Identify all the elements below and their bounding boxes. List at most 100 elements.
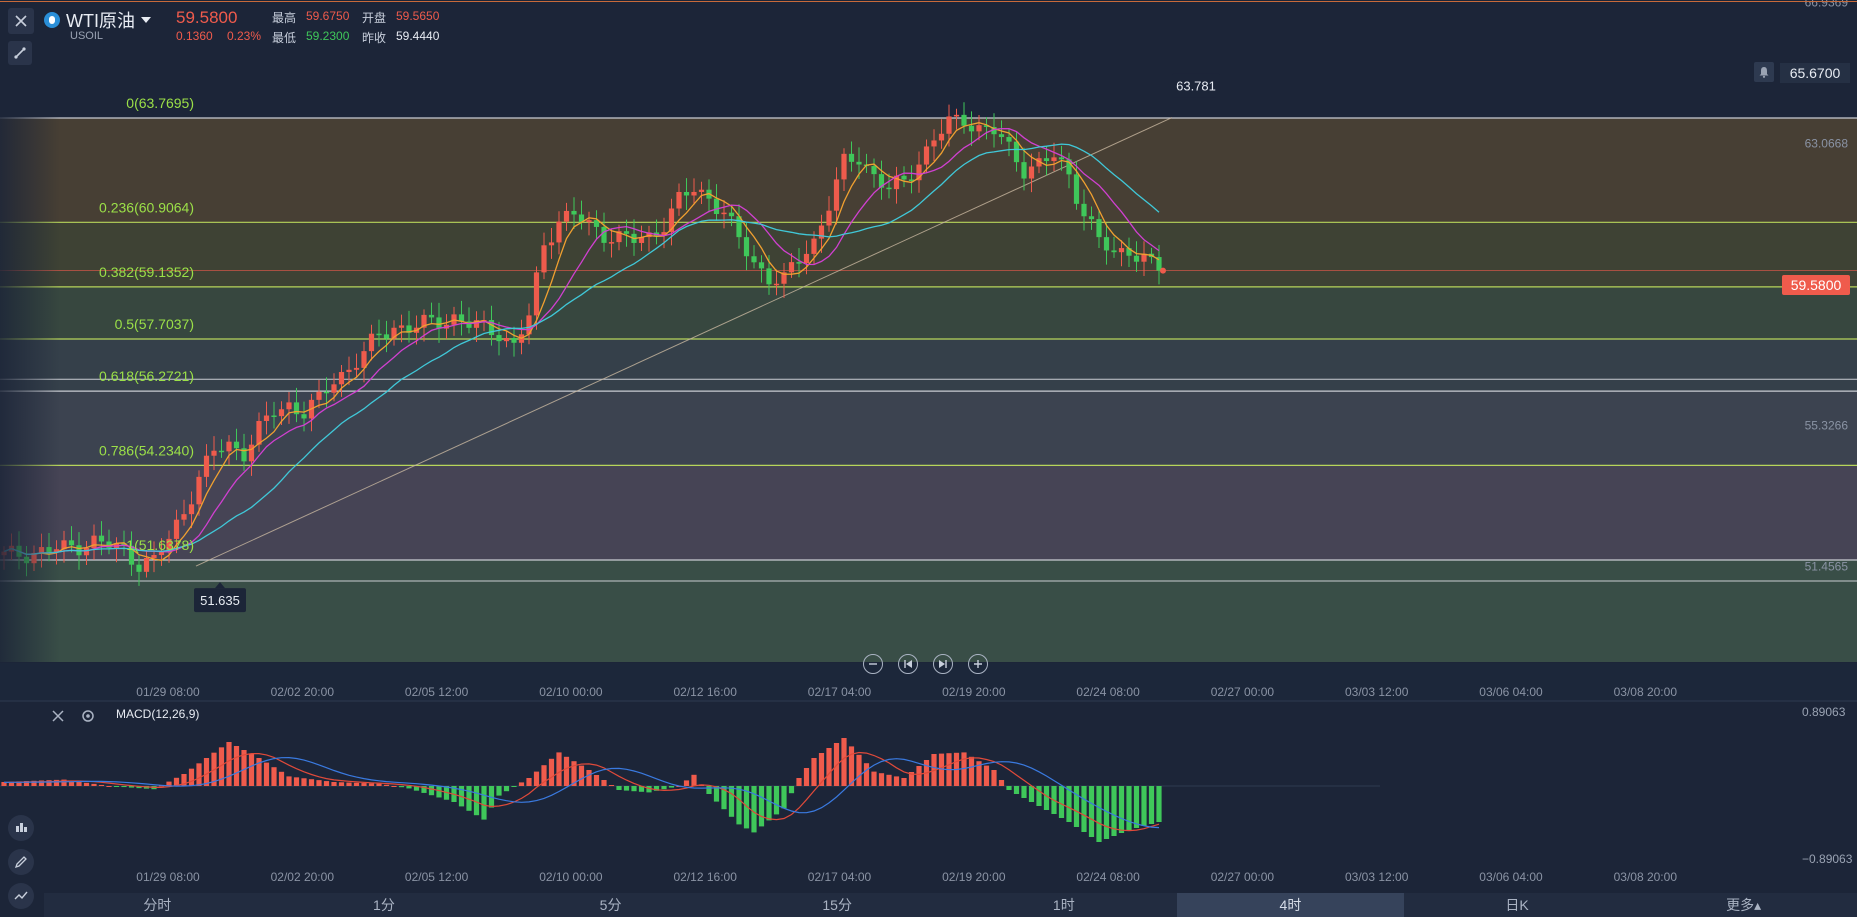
fib-band	[0, 222, 1857, 287]
macd-bar	[886, 774, 892, 786]
macd-dea-line	[3, 756, 1160, 829]
ma5-line	[3, 122, 1160, 561]
timeframe-tab[interactable]: 5分	[599, 897, 622, 913]
close-chart-button[interactable]	[8, 8, 34, 34]
macd-bar	[908, 772, 915, 786]
macd-bar	[436, 786, 442, 798]
macd-bar	[53, 779, 60, 786]
pen-tool-button[interactable]	[8, 849, 34, 875]
candle	[556, 211, 562, 255]
macd-bar	[1043, 786, 1050, 810]
macd-bar	[83, 782, 90, 786]
candle	[878, 160, 885, 200]
candle	[968, 111, 975, 146]
candle	[143, 549, 150, 578]
macd-bar	[248, 754, 255, 786]
candle	[436, 302, 442, 343]
macd-bar	[233, 746, 240, 786]
candle	[901, 166, 907, 188]
macd-bar	[841, 738, 847, 786]
macd-bar	[1081, 786, 1087, 832]
macd-bar	[901, 778, 907, 786]
line-chart-button[interactable]	[8, 883, 34, 909]
candle	[886, 173, 892, 199]
indicator-tool-button[interactable]	[8, 815, 34, 841]
macd-bar	[1096, 786, 1102, 842]
scroll-end-button[interactable]	[933, 654, 953, 674]
high-value: 59.6750	[306, 9, 350, 23]
timeframe-tab[interactable]: 15分	[822, 897, 852, 913]
instrument-title: WTI原油	[66, 11, 135, 31]
macd-bar	[46, 780, 52, 786]
scroll-start-button[interactable]	[898, 654, 918, 674]
candle	[383, 320, 390, 353]
macd-bar	[563, 756, 570, 786]
macd-bar	[271, 767, 277, 786]
candle	[1096, 210, 1102, 248]
macd-bar	[1013, 786, 1020, 794]
macd-bar	[136, 786, 142, 789]
candle	[398, 314, 405, 343]
gear-icon	[82, 710, 94, 722]
macd-bar	[653, 786, 660, 791]
candle	[1066, 152, 1072, 189]
candle	[1103, 223, 1110, 265]
candle	[781, 263, 787, 298]
macd-bar	[128, 786, 135, 788]
macd-bar	[278, 771, 285, 786]
instrument-selector[interactable]: WTI原油	[44, 9, 151, 31]
candle	[728, 206, 735, 227]
oil-icon	[44, 12, 60, 28]
draw-tool-button[interactable]	[8, 41, 32, 65]
candle	[848, 141, 855, 172]
close-indicator-button[interactable]	[50, 708, 66, 724]
macd-bar	[578, 765, 585, 786]
macd-bar	[173, 777, 180, 786]
macd-bar	[106, 786, 112, 787]
macd-bar	[773, 786, 780, 815]
zoom-out-button[interactable]	[863, 654, 883, 674]
candle	[548, 227, 555, 259]
timeframe-tab[interactable]: 分时	[143, 897, 172, 913]
macd-bar	[788, 786, 795, 794]
macd-bar	[1073, 786, 1080, 827]
timeframe-tab[interactable]: 4时	[1177, 893, 1404, 917]
macd-bar	[121, 786, 127, 788]
candle	[646, 225, 652, 252]
macd-bar	[668, 786, 675, 788]
candle	[923, 139, 930, 174]
macd-bar	[548, 758, 555, 786]
candle	[1073, 161, 1080, 210]
zoom-in-button[interactable]	[968, 654, 988, 674]
macd-bar	[398, 786, 405, 788]
macd-bar	[316, 780, 322, 786]
candle	[638, 225, 645, 252]
macd-bar	[1148, 786, 1155, 824]
fib-level-label: 0.786(54.2340)	[99, 442, 194, 458]
time-axis-tick: 02/02 20:00	[271, 870, 335, 884]
macd-bar	[308, 779, 315, 786]
time-axis-tick: 02/12 16:00	[673, 870, 737, 884]
time-axis-tick: 03/03 12:00	[1345, 685, 1409, 699]
candle	[1088, 206, 1095, 230]
price-alert-button[interactable]	[1754, 62, 1774, 82]
candle	[586, 211, 592, 236]
candle	[578, 200, 585, 230]
macd-bar	[526, 778, 532, 786]
timeframe-tab[interactable]: 日K	[1505, 897, 1529, 913]
macd-bar	[938, 753, 945, 786]
time-axis-tick: 02/10 00:00	[539, 870, 603, 884]
timeframe-tab[interactable]: 1时	[1052, 897, 1075, 913]
candle	[938, 119, 945, 149]
timeframe-tab[interactable]: 1分	[373, 897, 395, 913]
macd-label: MACD(12,26,9)	[116, 707, 200, 721]
candle	[1036, 151, 1042, 174]
macd-bar	[1036, 786, 1042, 806]
timeframe-tab[interactable]: 更多▴	[1726, 897, 1762, 913]
macd-bar	[61, 779, 67, 786]
candle	[256, 412, 262, 452]
macd-bar	[383, 784, 390, 786]
indicator-settings-button[interactable]	[80, 708, 96, 724]
high-label: 最高	[272, 11, 297, 25]
